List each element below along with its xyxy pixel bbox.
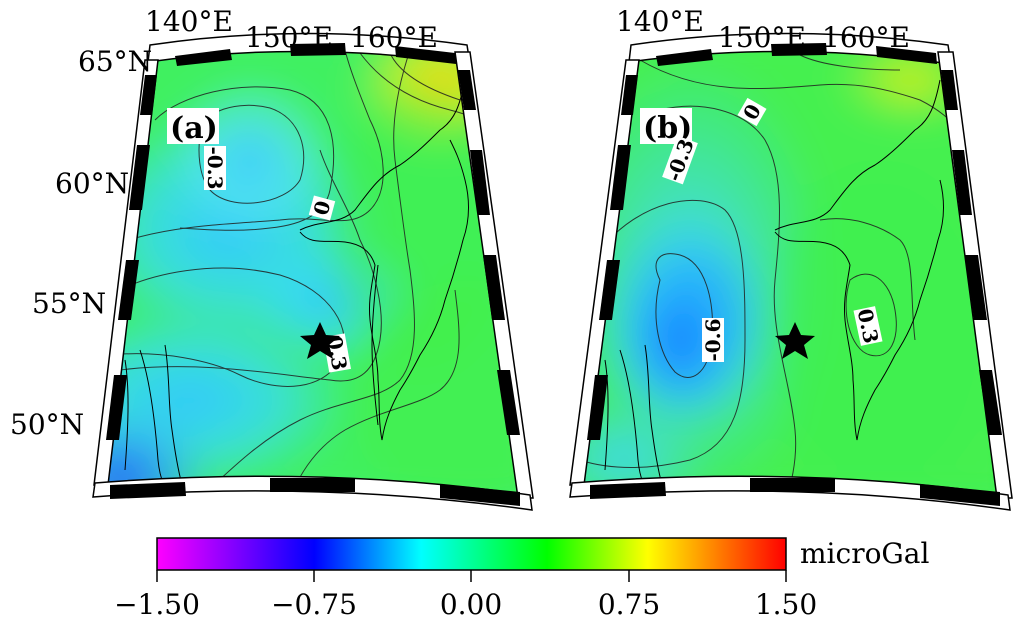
contour-label-a-2: 0 xyxy=(309,195,336,221)
map-panel-a: (a) -0.3 0 0.3 xyxy=(92,32,534,511)
epicenter-star-icon xyxy=(775,322,815,359)
colorbar-gradient xyxy=(156,537,787,571)
left-axis-labels: 65°N 60°N 55°N 50°N xyxy=(10,45,152,441)
lon-label-140-b: 140°E xyxy=(616,5,704,38)
contour-lines-b xyxy=(579,54,961,497)
lat-label-55: 55°N xyxy=(32,287,106,320)
colorbar: −1.50 −0.75 0.00 0.75 1.50 microGal xyxy=(114,537,929,621)
frame-border-left-a xyxy=(93,59,159,486)
lon-label-150-a: 150°E xyxy=(245,21,333,54)
colorbar-tick-min: −1.50 xyxy=(114,588,200,621)
svg-text:-0.6: -0.6 xyxy=(701,318,725,361)
contour-lines-a xyxy=(103,49,491,497)
map-panel-b: (b) 0 -0.3 -0.6 0.3 xyxy=(569,32,1013,511)
contour-label-a-1: -0.3 xyxy=(203,146,227,190)
epicenter-star-icon xyxy=(300,322,340,359)
lon-label-160-b: 160°E xyxy=(822,21,910,54)
top-axis-labels-a: 140°E 150°E 160°E xyxy=(145,5,438,54)
lon-label-140-a: 140°E xyxy=(145,5,233,38)
frame-border-bottom-a xyxy=(92,475,533,511)
colorbar-tick-4: 0.75 xyxy=(598,588,660,621)
panel-label-a: (a) xyxy=(170,111,218,146)
svg-text:0: 0 xyxy=(309,198,336,218)
frame-border-bottom-b xyxy=(569,475,1011,511)
lat-label-50: 50°N xyxy=(10,408,84,441)
lon-label-160-a: 160°E xyxy=(350,21,438,54)
colorbar-tick-mid: 0.00 xyxy=(440,588,502,621)
top-axis-labels-b: 140°E 150°E 160°E xyxy=(616,5,910,54)
frame-border-right-a xyxy=(454,51,534,499)
frame-border-right-b xyxy=(937,51,1013,499)
lat-label-60: 60°N xyxy=(55,167,129,200)
contour-label-b-4: 0.3 xyxy=(853,306,883,346)
lat-label-65: 65°N xyxy=(78,45,152,78)
colorbar-tick-2: −0.75 xyxy=(271,588,357,621)
contour-label-b-3: -0.6 xyxy=(701,318,725,362)
colorbar-unit-label: microGal xyxy=(800,537,929,570)
lon-label-150-b: 150°E xyxy=(718,21,806,54)
colorbar-tick-max: 1.50 xyxy=(755,588,817,621)
svg-text:-0.3: -0.3 xyxy=(203,146,227,189)
